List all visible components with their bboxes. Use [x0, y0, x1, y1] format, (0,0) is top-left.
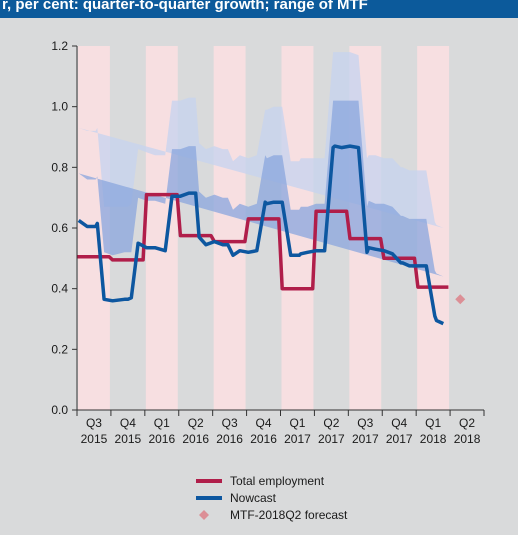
x-tick-quarter: Q4: [391, 416, 407, 430]
x-tick-year: 2018: [420, 432, 447, 446]
series-lines: [77, 144, 466, 326]
x-tick-quarter: Q4: [120, 416, 136, 430]
y-tick-label: 1.2: [51, 39, 68, 53]
quarter-shade: [213, 46, 246, 410]
chart-header-text: r, per cent: quarter-to-quarter growth; …: [2, 0, 368, 13]
y-tick-label: 0.4: [51, 282, 68, 296]
y-tick-label: 0.6: [51, 221, 68, 235]
x-tick-year: 2016: [182, 432, 209, 446]
x-tick-quarter: Q1: [154, 416, 170, 430]
x-tick-year: 2017: [386, 432, 413, 446]
x-tick-year: 2015: [81, 432, 108, 446]
y-tick-label: 0.0: [51, 403, 68, 417]
axes: 0.0 0.2 0.4 0.6 0.8 1.0 1.2 Q3 2015 Q4 2015 Q1 2016 Q…: [51, 39, 485, 446]
x-tick-quarter: Q3: [86, 416, 102, 430]
x-tick-year: 2016: [148, 432, 175, 446]
x-tick-quarter: Q2: [323, 416, 339, 430]
nowcast-ranges: [78, 52, 444, 277]
x-tick-quarter: Q2: [188, 416, 204, 430]
legend-label: MTF-2018Q2 forecast: [230, 508, 348, 522]
x-tick-year: 2017: [352, 432, 379, 446]
series-line-nowcast: [77, 144, 445, 326]
x-tick-year: 2017: [318, 432, 345, 446]
x-tick-quarter: Q3: [222, 416, 238, 430]
y-tick-label: 0.2: [51, 342, 68, 356]
x-tick-quarter: Q1: [289, 416, 305, 430]
y-tick-label: 0.8: [51, 160, 68, 174]
x-tick-quarter: Q2: [459, 416, 475, 430]
x-tick-year: 2016: [250, 432, 277, 446]
x-tick-quarter: Q4: [256, 416, 272, 430]
legend-swatch: [199, 510, 209, 520]
x-tick-year: 2015: [115, 432, 142, 446]
legend: Total employment Nowcast MTF-2018Q2 foreca…: [196, 474, 348, 522]
x-tick-year: 2018: [454, 432, 481, 446]
legend-label: Total employment: [230, 474, 325, 488]
x-tick-year: 2017: [284, 432, 311, 446]
x-tick-quarter: Q3: [357, 416, 373, 430]
range-band: [78, 100, 444, 277]
forecast-point: [455, 294, 466, 305]
legend-label: Nowcast: [230, 491, 277, 505]
y-tick-label: 1.0: [51, 100, 68, 114]
chart-header: r, per cent: quarter-to-quarter growth; …: [0, 0, 518, 18]
x-tick-quarter: Q1: [425, 416, 441, 430]
x-tick-year: 2016: [216, 432, 243, 446]
